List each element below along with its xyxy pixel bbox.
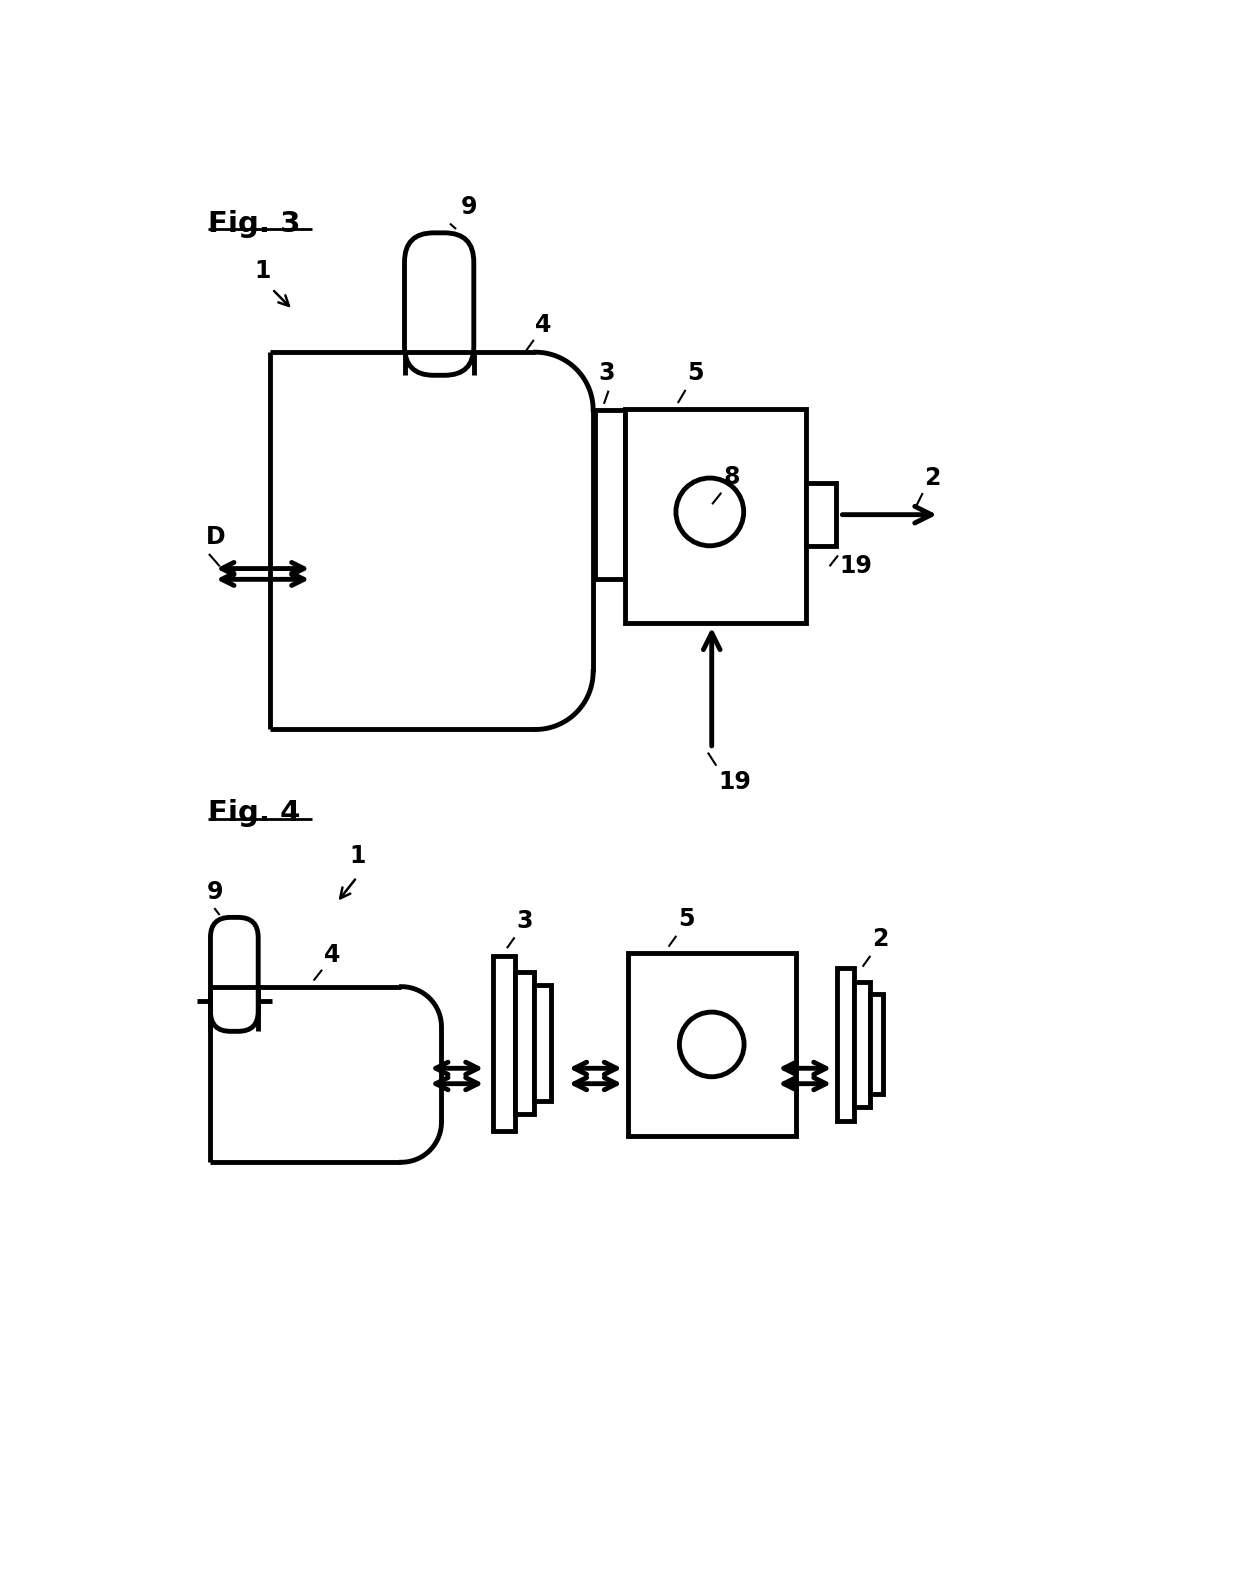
Text: 5: 5 bbox=[678, 907, 694, 931]
Text: 4: 4 bbox=[324, 942, 340, 966]
Text: 19: 19 bbox=[839, 553, 873, 579]
Bar bbox=[534, 985, 551, 1100]
Text: 2: 2 bbox=[924, 466, 941, 490]
Text: 9: 9 bbox=[461, 194, 477, 220]
Bar bbox=[806, 484, 836, 545]
Bar bbox=[625, 409, 806, 623]
Text: 8: 8 bbox=[724, 465, 740, 489]
Text: 19: 19 bbox=[718, 770, 750, 794]
Text: Fig. 4: Fig. 4 bbox=[208, 798, 300, 827]
Text: D: D bbox=[206, 525, 226, 549]
Bar bbox=[869, 994, 883, 1094]
Bar bbox=[595, 409, 625, 579]
Text: Fig. 3: Fig. 3 bbox=[208, 210, 300, 237]
Bar bbox=[837, 968, 854, 1121]
Bar bbox=[627, 953, 796, 1137]
Text: 1: 1 bbox=[350, 844, 366, 868]
Text: 9: 9 bbox=[207, 879, 223, 903]
Bar bbox=[494, 957, 515, 1132]
Text: 2: 2 bbox=[872, 926, 888, 952]
Text: 3: 3 bbox=[599, 362, 615, 386]
Text: 5: 5 bbox=[687, 360, 703, 384]
Text: 4: 4 bbox=[536, 313, 552, 337]
Text: 1: 1 bbox=[254, 259, 270, 283]
FancyBboxPatch shape bbox=[211, 917, 258, 1031]
Text: 3: 3 bbox=[516, 909, 533, 933]
Bar bbox=[854, 982, 869, 1107]
Bar bbox=[515, 972, 534, 1115]
FancyBboxPatch shape bbox=[404, 232, 474, 375]
